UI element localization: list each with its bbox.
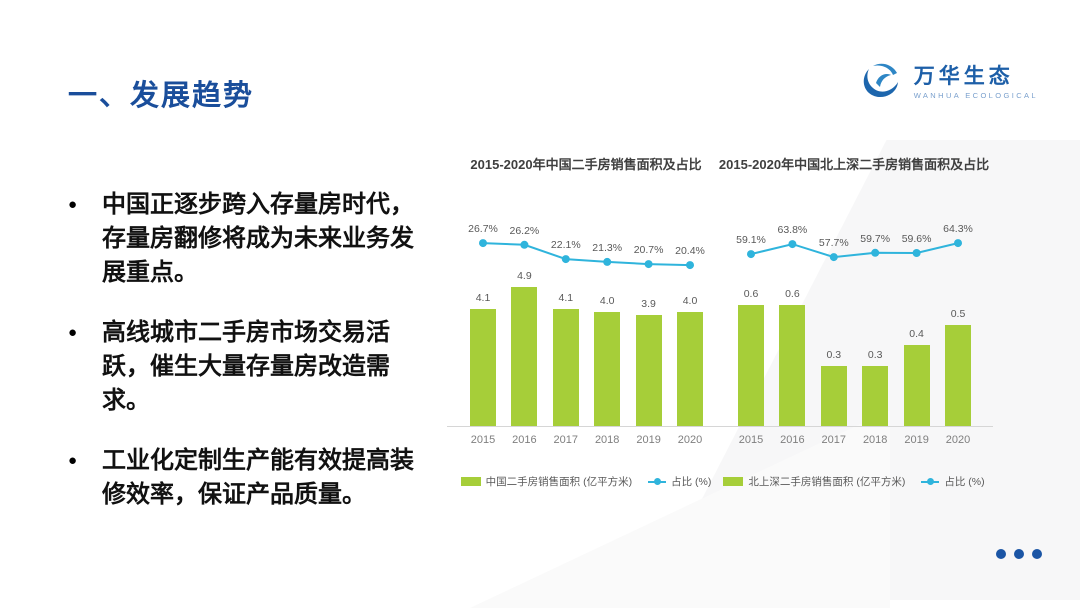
page-title: 一、发展趋势 bbox=[68, 80, 255, 112]
bar bbox=[677, 312, 703, 426]
x-axis-line bbox=[447, 426, 725, 427]
bar-value-label: 0.6 bbox=[785, 288, 800, 301]
x-tick-label: 2018 bbox=[594, 434, 620, 446]
bar-value-label: 3.9 bbox=[641, 298, 656, 311]
bullet-text: 中国正逐步跨入存量房时代，存量房翻修将成为未来业务发展重点。 bbox=[102, 191, 414, 286]
chart-title: 2015-2020年中国二手房销售面积及占比 bbox=[470, 157, 702, 172]
bullet-list: ● 中国正逐步跨入存量房时代，存量房翻修将成为未来业务发展重点。 ● 高线城市二… bbox=[68, 188, 440, 538]
x-tick-label: 2017 bbox=[553, 434, 579, 446]
x-tick-label: 2015 bbox=[470, 434, 496, 446]
list-item: ● 高线城市二手房市场交易活跃，催生大量存量房改造需求。 bbox=[68, 316, 440, 418]
bullet-icon: ● bbox=[68, 452, 78, 469]
bullet-text: 高线城市二手房市场交易活跃，催生大量存量房改造需求。 bbox=[102, 319, 390, 414]
bar-value-label: 4.9 bbox=[517, 269, 532, 282]
bar bbox=[862, 365, 889, 426]
bar bbox=[738, 305, 764, 426]
legend-bar-swatch-icon bbox=[460, 477, 481, 486]
legend-item-bar: 北上深二手房销售面积 (亿平方米) bbox=[723, 474, 905, 489]
ratio-point-label: 63.8% bbox=[777, 224, 808, 237]
pagination-dot bbox=[1032, 549, 1042, 559]
x-tick-label: 2016 bbox=[512, 434, 537, 446]
list-item: ● 工业化定制生产能有效提高装修效率，保证产品质量。 bbox=[68, 444, 440, 512]
ratio-point-label: 26.2% bbox=[509, 224, 540, 237]
legend-bar-swatch-icon bbox=[723, 477, 744, 486]
legend-label: 中国二手房销售面积 (亿平方米) bbox=[485, 476, 633, 488]
x-tick-label: 2016 bbox=[780, 434, 805, 446]
bar bbox=[903, 345, 930, 426]
bar bbox=[594, 312, 621, 426]
bar-value-label: 4.0 bbox=[599, 295, 615, 308]
ratio-line-series bbox=[479, 239, 694, 270]
ratio-point-label: 59.7% bbox=[860, 232, 891, 245]
company-logo: 万华生态 WANHUA ECOLOGICAL bbox=[860, 60, 1038, 105]
x-axis-line bbox=[715, 426, 993, 427]
legend-label: 占比 (%) bbox=[944, 476, 985, 488]
chart-title: 2015-2020年中国北上深二手房销售面积及占比 bbox=[718, 157, 990, 172]
bar bbox=[635, 315, 662, 426]
chart-plot-area: 26.7% 26.2% 22.1% 21.3% 20.7% 20.4% 4.1 4.9 4.1 4… bbox=[447, 214, 725, 446]
legend-item-bar: 中国二手房销售面积 (亿平方米) bbox=[460, 474, 633, 489]
logo-text: 万华生态 WANHUA ECOLOGICAL bbox=[914, 65, 1038, 100]
bar-value-label: 0.6 bbox=[743, 288, 759, 301]
x-tick-label: 2015 bbox=[738, 434, 764, 446]
legend-label: 北上深二手房销售面积 (亿平方米) bbox=[748, 476, 906, 488]
bullet-icon: ● bbox=[68, 196, 78, 213]
pagination-dots bbox=[996, 549, 1042, 559]
bar bbox=[511, 286, 538, 426]
bar bbox=[470, 309, 496, 426]
ratio-point-label: 21.3% bbox=[592, 241, 623, 254]
x-tick-label: 2020 bbox=[677, 434, 703, 446]
legend-item-line: 占比 (%) bbox=[648, 474, 711, 489]
chart-china-resale-area: 2015-2020年中国二手房销售面积及占比 26.7% 26.2% 22.1% 21.… bbox=[447, 146, 725, 526]
ratio-point-label: 57.7% bbox=[818, 237, 849, 250]
legend-line-marker-icon bbox=[648, 478, 667, 485]
x-tick-label: 2017 bbox=[821, 434, 847, 446]
bullet-text: 工业化定制生产能有效提高装修效率，保证产品质量。 bbox=[102, 447, 414, 508]
chart-plot-area: 59.1% 63.8% 57.7% 59.7% 59.6% 64.3% 0.6 0.6 0.3 0… bbox=[715, 214, 993, 446]
ratio-point-label: 22.1% bbox=[550, 239, 581, 252]
bar-value-label: 0.5 bbox=[950, 308, 966, 321]
bar-value-label: 4.1 bbox=[475, 292, 491, 305]
legend-item-line: 占比 (%) bbox=[921, 474, 985, 489]
logo-subtitle: WANHUA ECOLOGICAL bbox=[913, 91, 1038, 100]
x-tick-label: 2019 bbox=[904, 434, 929, 446]
ratio-point-label: 20.7% bbox=[633, 244, 664, 257]
ratio-line-series bbox=[747, 239, 962, 262]
ratio-point-label: 26.7% bbox=[468, 223, 498, 236]
legend-label: 占比 (%) bbox=[671, 476, 712, 488]
pagination-dot bbox=[1014, 549, 1024, 559]
bar-value-label: 4.0 bbox=[682, 295, 698, 308]
chart-legend: 北上深二手房销售面积 (亿平方米) 占比 (%) bbox=[723, 474, 985, 489]
x-tick-label: 2018 bbox=[862, 434, 888, 446]
logo-name: 万华生态 bbox=[913, 65, 1014, 88]
bar-value-label: 0.3 bbox=[867, 348, 883, 361]
bar-value-label: 4.1 bbox=[558, 292, 574, 305]
ratio-point-label: 59.1% bbox=[736, 234, 766, 247]
bar bbox=[552, 309, 579, 426]
bar bbox=[820, 365, 847, 426]
bar bbox=[945, 325, 971, 426]
list-item: ● 中国正逐步跨入存量房时代，存量房翻修将成为未来业务发展重点。 bbox=[68, 188, 440, 290]
bullet-icon: ● bbox=[68, 324, 78, 341]
chart-beishangshen-resale-area: 2015-2020年中国北上深二手房销售面积及占比 59.1% 63.8% 57.7%… bbox=[715, 146, 993, 526]
x-tick-label: 2020 bbox=[945, 434, 971, 446]
bar bbox=[779, 305, 806, 426]
logo-swirl-icon bbox=[860, 60, 904, 105]
ratio-point-label: 59.6% bbox=[901, 233, 932, 245]
bar-value-label: 0.4 bbox=[909, 328, 924, 341]
ratio-point-label: 64.3% bbox=[943, 223, 973, 236]
bar-value-label: 0.3 bbox=[826, 348, 842, 361]
legend-line-marker-icon bbox=[921, 478, 940, 485]
chart-legend: 中国二手房销售面积 (亿平方米) 占比 (%) bbox=[455, 474, 717, 489]
x-tick-label: 2019 bbox=[636, 434, 661, 446]
pagination-dot bbox=[996, 549, 1006, 559]
ratio-point-label: 20.4% bbox=[675, 245, 705, 258]
